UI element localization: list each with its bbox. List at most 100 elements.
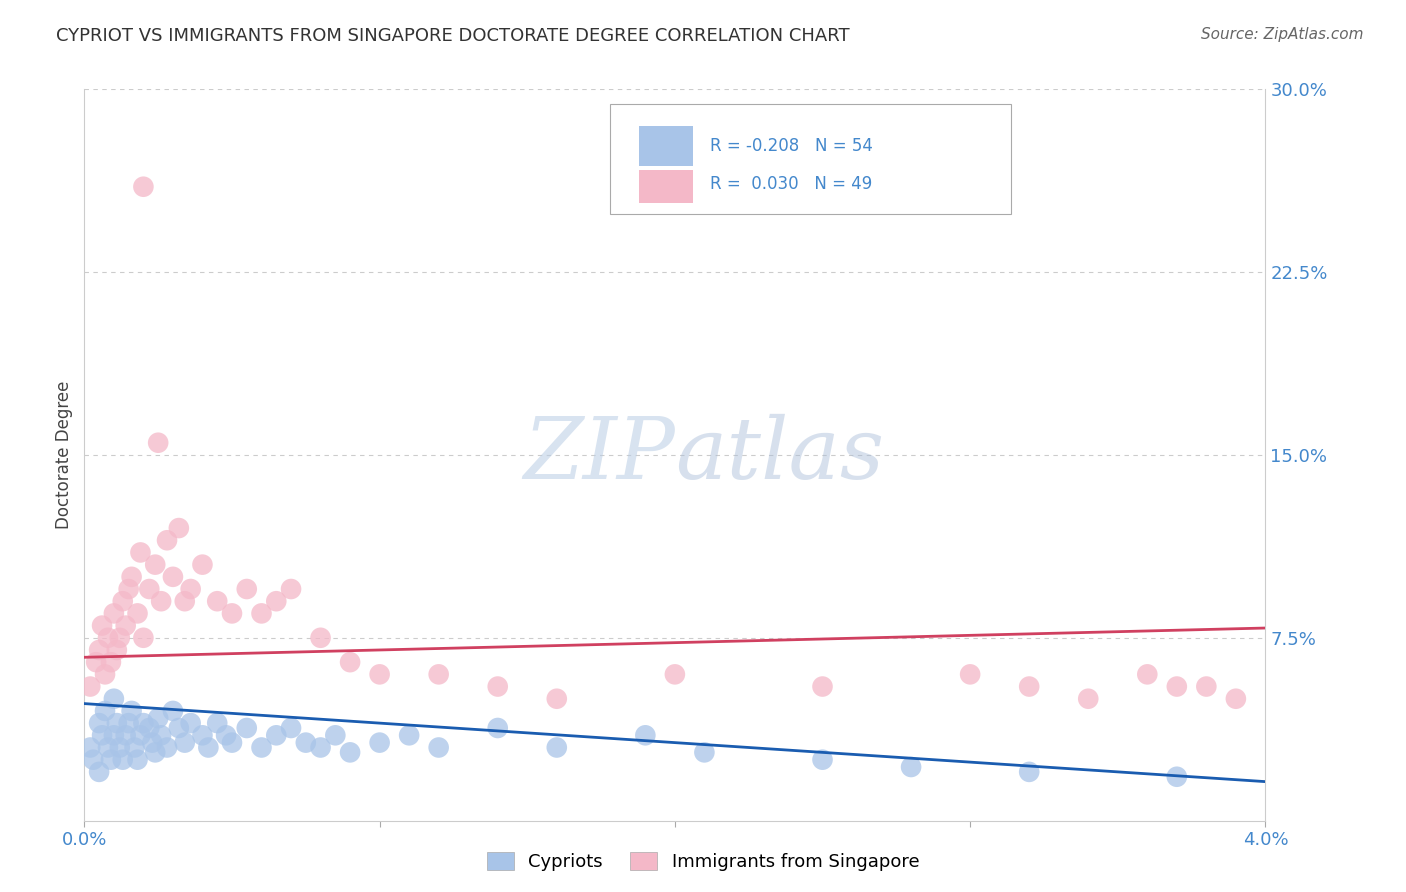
- Point: [79, 680, 101, 694]
- Text: atlas: atlas: [675, 414, 884, 496]
- Text: CYPRIOT VS IMMIGRANTS FROM SINGAPORE DOCTORATE DEGREE CORRELATION CHART: CYPRIOT VS IMMIGRANTS FROM SINGAPORE DOC…: [56, 27, 849, 45]
- Point: [250, 607, 273, 621]
- Point: [486, 721, 509, 735]
- Point: [900, 760, 922, 774]
- Point: [138, 721, 160, 735]
- Point: [91, 618, 114, 632]
- Point: [114, 728, 136, 742]
- Point: [309, 740, 332, 755]
- FancyBboxPatch shape: [640, 169, 693, 202]
- Point: [103, 691, 125, 706]
- Point: [546, 691, 568, 706]
- Point: [132, 716, 155, 731]
- Point: [148, 435, 170, 450]
- Point: [89, 716, 111, 731]
- Point: [811, 753, 834, 767]
- Point: [129, 728, 152, 742]
- Point: [1166, 770, 1188, 784]
- Point: [1225, 691, 1247, 706]
- FancyBboxPatch shape: [640, 126, 693, 166]
- Point: [121, 704, 143, 718]
- Point: [114, 618, 136, 632]
- FancyBboxPatch shape: [610, 103, 1011, 213]
- Point: [100, 753, 122, 767]
- Point: [84, 655, 107, 669]
- Point: [339, 745, 361, 759]
- Text: R = -0.208   N = 54: R = -0.208 N = 54: [710, 137, 873, 155]
- Point: [205, 716, 228, 731]
- Y-axis label: Doctorate Degree: Doctorate Degree: [55, 381, 73, 529]
- Point: [97, 631, 120, 645]
- Point: [148, 711, 170, 725]
- Point: [94, 667, 117, 681]
- Point: [167, 721, 190, 735]
- Point: [1018, 680, 1040, 694]
- Point: [1195, 680, 1218, 694]
- Point: [143, 745, 166, 759]
- Point: [118, 582, 141, 596]
- Point: [162, 704, 184, 718]
- Point: [150, 594, 173, 608]
- Point: [280, 721, 302, 735]
- Point: [634, 728, 657, 742]
- Point: [811, 680, 834, 694]
- Point: [94, 704, 117, 718]
- Point: [236, 582, 259, 596]
- Point: [546, 740, 568, 755]
- Point: [156, 740, 179, 755]
- Point: [141, 736, 163, 750]
- Point: [143, 558, 166, 572]
- Point: [1077, 691, 1099, 706]
- Legend: Cypriots, Immigrants from Singapore: Cypriots, Immigrants from Singapore: [479, 845, 927, 879]
- Point: [105, 716, 128, 731]
- Point: [264, 728, 288, 742]
- Point: [309, 631, 332, 645]
- Point: [295, 736, 318, 750]
- Point: [150, 728, 173, 742]
- Point: [162, 570, 184, 584]
- Point: [156, 533, 179, 548]
- Point: [111, 753, 134, 767]
- Point: [108, 631, 131, 645]
- Point: [280, 582, 302, 596]
- Point: [221, 607, 243, 621]
- Point: [205, 594, 228, 608]
- Point: [486, 680, 509, 694]
- Point: [323, 728, 347, 742]
- Point: [1136, 667, 1159, 681]
- Point: [103, 607, 125, 621]
- Point: [103, 728, 125, 742]
- Point: [1166, 680, 1188, 694]
- Point: [132, 631, 155, 645]
- Point: [173, 594, 195, 608]
- Point: [664, 667, 686, 681]
- Point: [368, 667, 391, 681]
- Point: [1018, 764, 1040, 779]
- Point: [236, 721, 259, 735]
- Point: [138, 582, 160, 596]
- Point: [180, 716, 202, 731]
- Point: [108, 740, 131, 755]
- Point: [127, 607, 149, 621]
- Point: [91, 728, 114, 742]
- Point: [89, 764, 111, 779]
- Point: [191, 558, 214, 572]
- Text: Source: ZipAtlas.com: Source: ZipAtlas.com: [1201, 27, 1364, 42]
- Point: [89, 643, 111, 657]
- Point: [111, 594, 134, 608]
- Point: [132, 179, 155, 194]
- Point: [693, 745, 716, 759]
- Point: [368, 736, 391, 750]
- Point: [959, 667, 981, 681]
- Point: [79, 740, 101, 755]
- Point: [129, 545, 152, 559]
- Point: [173, 736, 195, 750]
- Point: [118, 716, 141, 731]
- Point: [339, 655, 361, 669]
- Point: [191, 728, 214, 742]
- Point: [250, 740, 273, 755]
- Point: [197, 740, 219, 755]
- Point: [264, 594, 288, 608]
- Point: [215, 728, 238, 742]
- Point: [105, 643, 128, 657]
